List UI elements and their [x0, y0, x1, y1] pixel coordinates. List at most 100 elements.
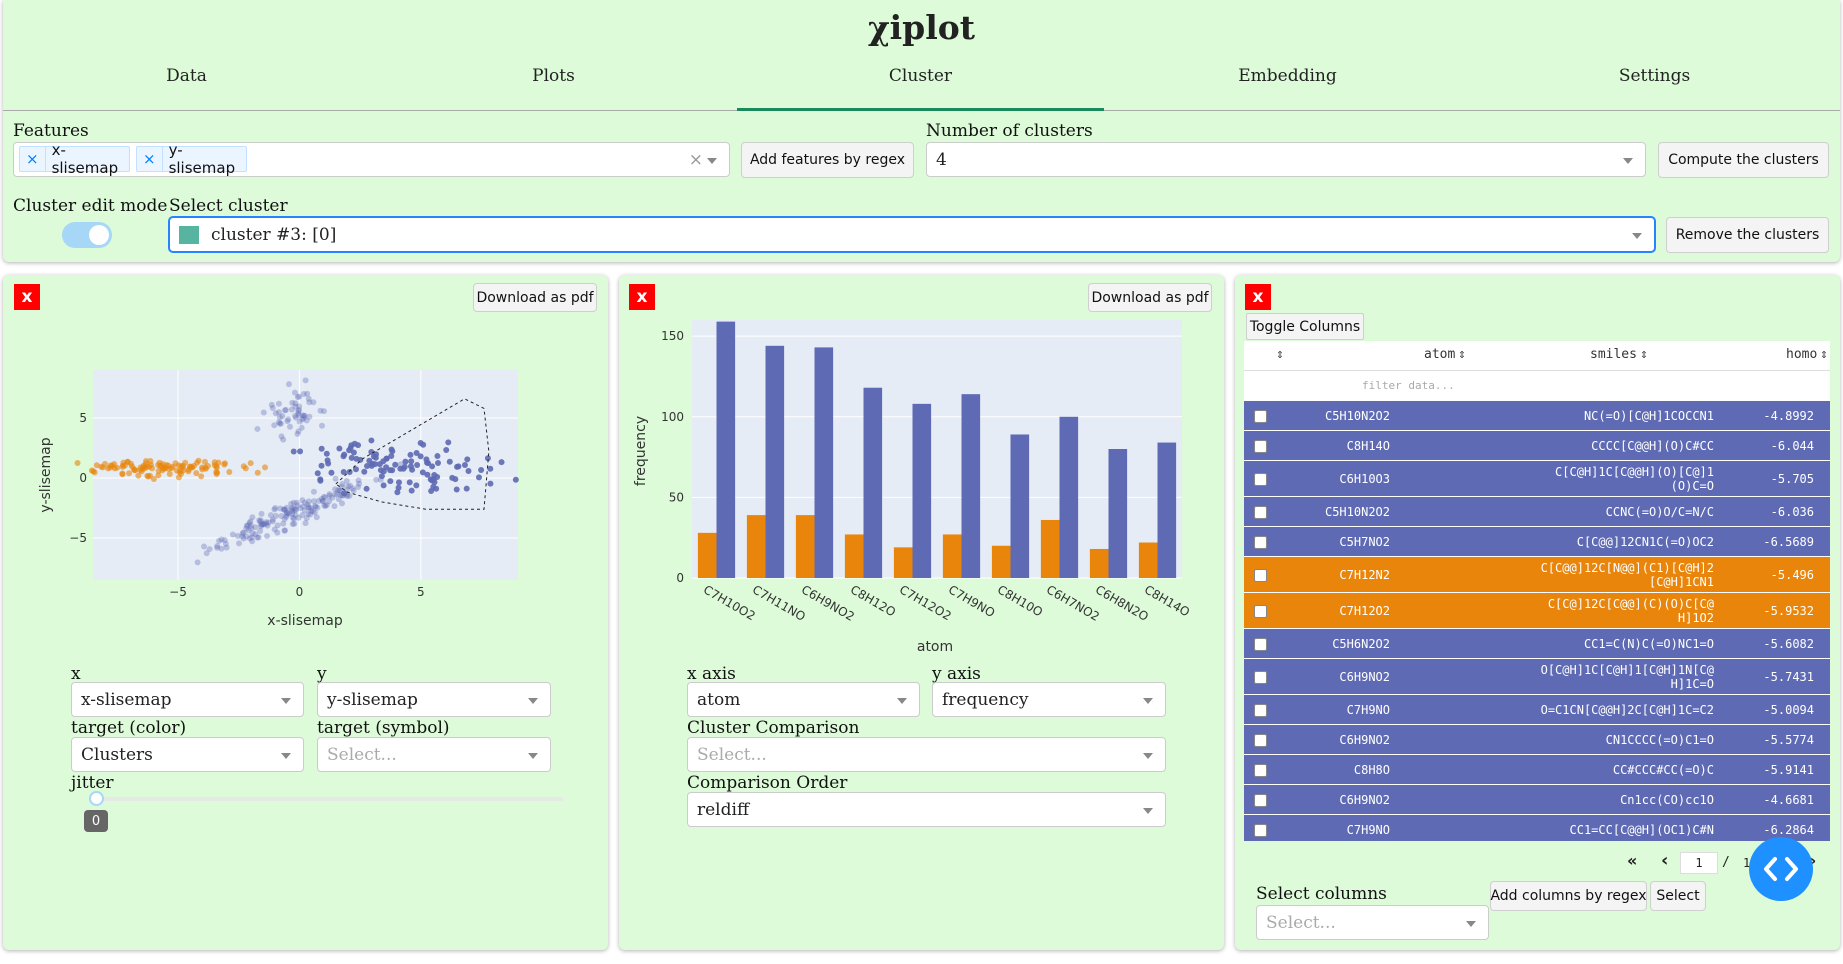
- select-columns-button[interactable]: Select: [1650, 881, 1706, 911]
- bar-chart[interactable]: 050100150C7H10O2C7H11NOC6H9NO2C8H12OC7H1…: [630, 315, 1220, 660]
- y-axis-select[interactable]: frequency: [932, 682, 1166, 717]
- bar[interactable]: [746, 515, 766, 578]
- table-row[interactable]: C6H9NO2 Cn1cc(CO)cc1O -4.6681: [1244, 785, 1830, 815]
- add-features-by-regex-button[interactable]: Add features by regex: [741, 142, 914, 178]
- cluster-comparison-select[interactable]: Select...: [687, 737, 1166, 772]
- tab-embedding[interactable]: Embedding: [1238, 66, 1337, 86]
- table-row[interactable]: C6H9NO2 O[C@H]1C[C@H]1[C@H]1N[C@ H]1C=O -5.…: [1244, 659, 1830, 695]
- toggle-columns-button[interactable]: Toggle Columns: [1246, 313, 1364, 340]
- jitter-slider-track[interactable]: [93, 797, 563, 801]
- row-checkbox[interactable]: [1254, 763, 1267, 777]
- close-plot-button[interactable]: x: [14, 284, 40, 310]
- remove-clusters-button[interactable]: Remove the clusters: [1666, 217, 1829, 253]
- bar[interactable]: [844, 534, 864, 578]
- bar[interactable]: [716, 321, 736, 578]
- filter-input[interactable]: filter data...: [1362, 379, 1455, 392]
- target-color-select[interactable]: Clusters: [71, 737, 304, 772]
- tab-settings[interactable]: Settings: [1618, 66, 1691, 86]
- bar[interactable]: [1157, 442, 1177, 578]
- row-checkbox[interactable]: [1254, 823, 1267, 837]
- row-checkbox[interactable]: [1254, 568, 1267, 582]
- code-toggle-button[interactable]: [1749, 837, 1813, 901]
- bar[interactable]: [942, 534, 962, 578]
- sort-icon[interactable]: ⇕: [1458, 347, 1466, 362]
- sort-icon[interactable]: ⇕: [1640, 347, 1648, 362]
- x-select[interactable]: x-slisemap: [71, 682, 304, 717]
- table-row[interactable]: C8H8O CC#CCC#CC(=O)C -5.9141: [1244, 755, 1830, 785]
- cluster-edit-mode-toggle[interactable]: [62, 222, 112, 248]
- chevron-down-icon[interactable]: [1143, 697, 1153, 704]
- bar[interactable]: [1059, 416, 1079, 578]
- row-checkbox[interactable]: [1254, 439, 1267, 453]
- chevron-down-icon[interactable]: [281, 697, 291, 704]
- table-row[interactable]: C7H12O2 C[C@]12C[C@@](C)(O)C[C@ H]1O2 -5.95…: [1244, 593, 1830, 629]
- column-header-atom[interactable]: atom: [1424, 347, 1456, 362]
- table-row[interactable]: C6H9NO2 CN1CCCC(=O)C1=O -5.5774: [1244, 725, 1830, 755]
- scatter-chart[interactable]: −5 0 5 −5 0 5 x-slisemap y-slisemap: [20, 340, 600, 640]
- row-checkbox[interactable]: [1254, 472, 1267, 486]
- row-checkbox[interactable]: [1254, 505, 1267, 519]
- pager-page-input[interactable]: 1: [1680, 852, 1718, 874]
- tab-data[interactable]: Data: [166, 66, 207, 86]
- x-axis-select[interactable]: atom: [687, 682, 920, 717]
- table-row[interactable]: C8H14O CCCC[C@@H](O)C#CC -6.044: [1244, 431, 1830, 461]
- bar[interactable]: [1138, 542, 1158, 578]
- bar[interactable]: [765, 345, 785, 578]
- row-checkbox[interactable]: [1254, 733, 1267, 747]
- bar[interactable]: [1010, 434, 1030, 578]
- sort-icon[interactable]: ⇕: [1276, 347, 1284, 362]
- row-checkbox[interactable]: [1254, 409, 1267, 423]
- column-header-homo[interactable]: homo: [1786, 347, 1818, 362]
- pager-first[interactable]: «: [1627, 851, 1638, 870]
- row-checkbox[interactable]: [1254, 793, 1267, 807]
- chevron-down-icon[interactable]: [707, 157, 717, 164]
- add-columns-by-regex-button[interactable]: Add columns by regex: [1490, 881, 1647, 911]
- features-multiselect[interactable]: ×: [13, 142, 730, 177]
- download-pdf-button[interactable]: Download as pdf: [473, 283, 597, 312]
- table-row[interactable]: C7H9NO O=C1CN[C@@H]2C[C@H]1C=C2 -5.0094: [1244, 695, 1830, 725]
- chevron-down-icon[interactable]: [897, 697, 907, 704]
- bar[interactable]: [893, 547, 913, 578]
- bar[interactable]: [961, 394, 981, 578]
- bar[interactable]: [795, 515, 815, 578]
- row-checkbox[interactable]: [1254, 637, 1267, 651]
- row-checkbox[interactable]: [1254, 604, 1267, 618]
- chevron-down-icon[interactable]: [281, 752, 291, 759]
- compute-clusters-button[interactable]: Compute the clusters: [1658, 142, 1829, 178]
- column-header-smiles[interactable]: smiles: [1590, 347, 1637, 362]
- feature-tag[interactable]: × y-slisemap: [136, 141, 247, 177]
- bar[interactable]: [1108, 449, 1128, 578]
- num-clusters-select[interactable]: 4: [926, 142, 1646, 177]
- table-row[interactable]: C5H10N2O2 CCNC(=O)O/C=N/C -6.036: [1244, 497, 1830, 527]
- remove-tag-icon[interactable]: ×: [20, 147, 46, 171]
- table-row[interactable]: C5H6N2O2 CC1=C(N)C(=O)NC1=O -5.6082: [1244, 629, 1830, 659]
- close-table-button[interactable]: x: [1245, 284, 1271, 310]
- table-row[interactable]: C6H10O3 C[C@H]1C[C@@H](O)[C@]1 (O)C=O -5.70…: [1244, 461, 1830, 497]
- bar[interactable]: [1040, 519, 1060, 578]
- close-plot-button[interactable]: x: [629, 284, 655, 310]
- select-cluster-dropdown[interactable]: cluster #3: [0]: [169, 217, 1655, 252]
- y-select[interactable]: y-slisemap: [317, 682, 551, 717]
- row-checkbox[interactable]: [1254, 703, 1267, 717]
- clear-icon[interactable]: ×: [688, 150, 703, 170]
- comparison-order-select[interactable]: reldiff: [687, 792, 1166, 827]
- bar[interactable]: [863, 387, 883, 578]
- chevron-down-icon[interactable]: [1466, 920, 1476, 927]
- target-symbol-select[interactable]: Select...: [317, 737, 551, 772]
- download-pdf-button[interactable]: Download as pdf: [1088, 283, 1212, 312]
- row-checkbox[interactable]: [1254, 535, 1267, 549]
- remove-tag-icon[interactable]: ×: [137, 147, 163, 171]
- chevron-down-icon[interactable]: [1143, 752, 1153, 759]
- chevron-down-icon[interactable]: [528, 752, 538, 759]
- tab-cluster[interactable]: Cluster: [888, 66, 953, 86]
- tab-plots[interactable]: Plots: [532, 66, 575, 86]
- pager-prev[interactable]: ‹: [1661, 850, 1669, 871]
- table-row[interactable]: C7H12N2 C[C@@]12C[N@@](C1)[C@H]2 [C@H]1CN1…: [1244, 557, 1830, 593]
- chevron-down-icon[interactable]: [528, 697, 538, 704]
- sort-icon[interactable]: ⇕: [1820, 347, 1828, 362]
- table-row[interactable]: C5H7NO2 C[C@@]12CN1C(=O)OC2 -6.5689: [1244, 527, 1830, 557]
- table-row[interactable]: C7H9NO CC1=CC[C@@H](OC1)C#N -6.2864: [1244, 815, 1830, 841]
- bar[interactable]: [912, 403, 932, 578]
- select-columns-dropdown[interactable]: Select...: [1256, 905, 1489, 940]
- row-checkbox[interactable]: [1254, 670, 1267, 684]
